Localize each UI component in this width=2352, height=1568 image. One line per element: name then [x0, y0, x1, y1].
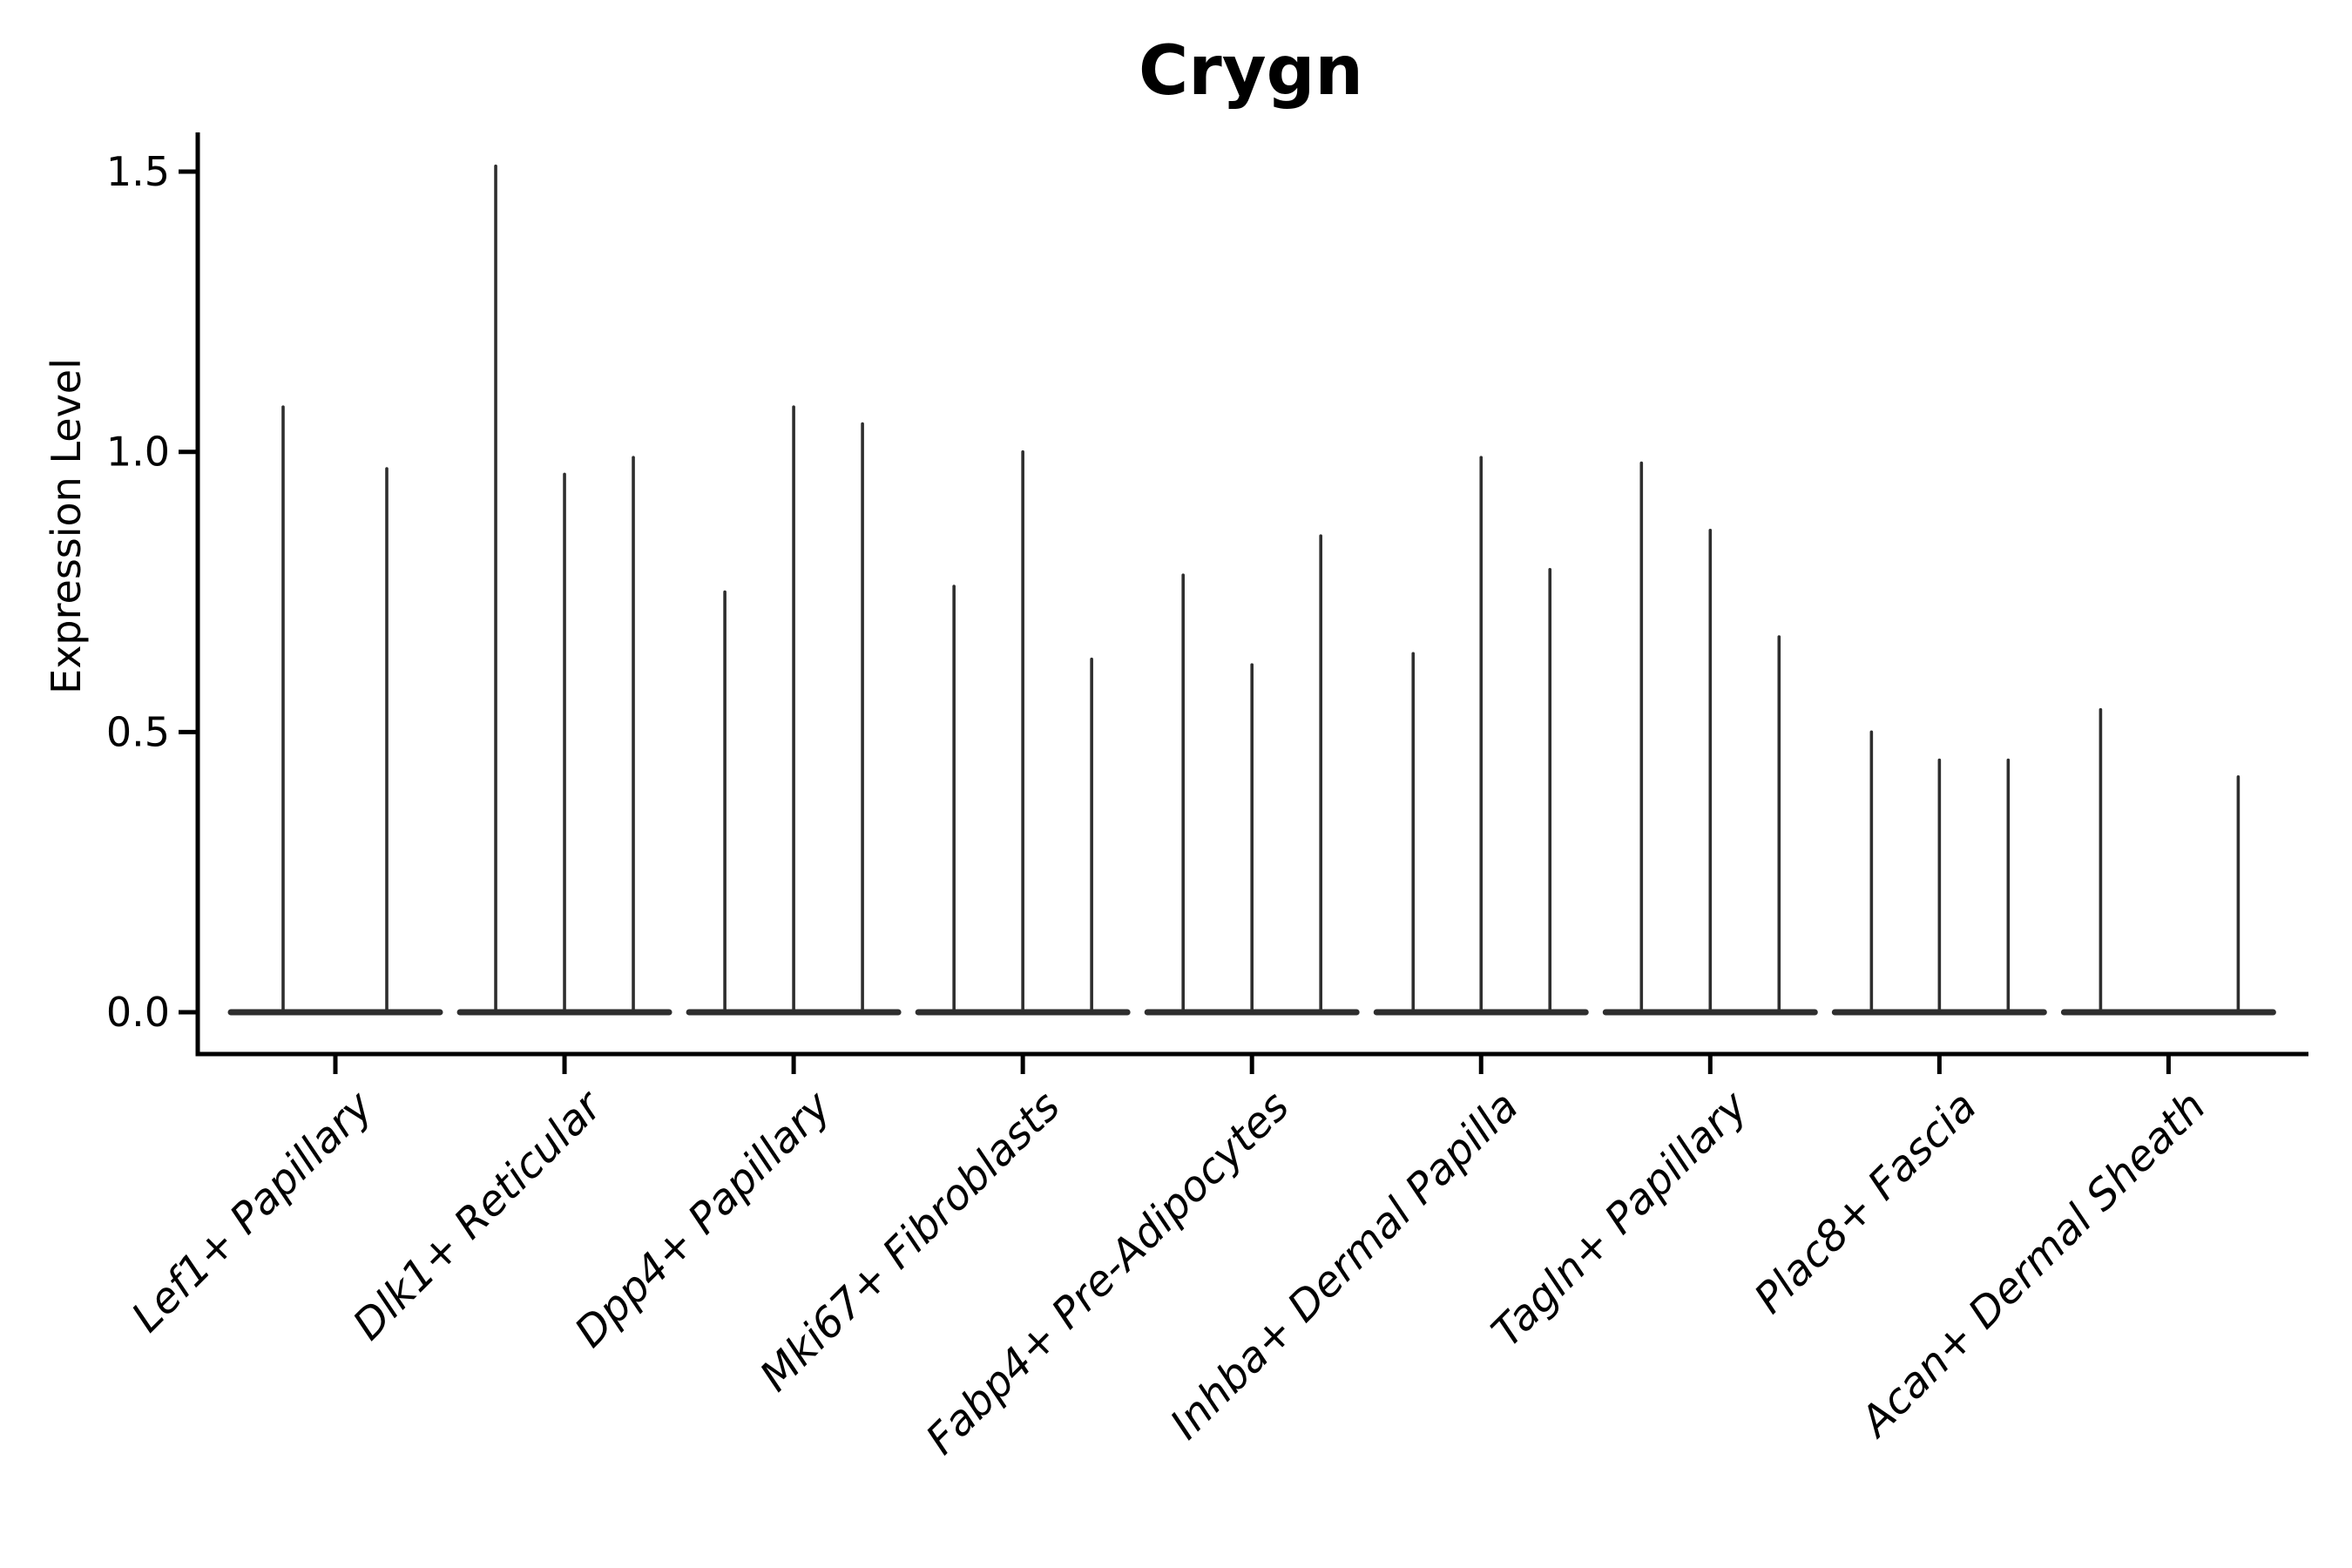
chart-title: Crygn — [1139, 32, 1363, 111]
x-category-label: Dlk1+ Reticular — [343, 1080, 613, 1350]
y-tick-label: 1.5 — [106, 148, 170, 195]
y-tick-label: 0.5 — [106, 708, 170, 755]
x-category-label: Tagln+ Papillary — [1483, 1082, 1758, 1357]
y-axis-label: Expression Level — [43, 358, 90, 694]
x-category-label: Plac8+ Fascia — [1745, 1082, 1986, 1323]
y-tick-label: 1.0 — [106, 429, 170, 476]
x-category-label: Fabp4+ Pre-Adipocytes — [916, 1082, 1299, 1464]
x-category-label: Dpp4+ Papillary — [565, 1082, 841, 1357]
x-category-label: Lef1+ Papillary — [123, 1082, 383, 1342]
y-tick-label: 0.0 — [106, 989, 170, 1036]
